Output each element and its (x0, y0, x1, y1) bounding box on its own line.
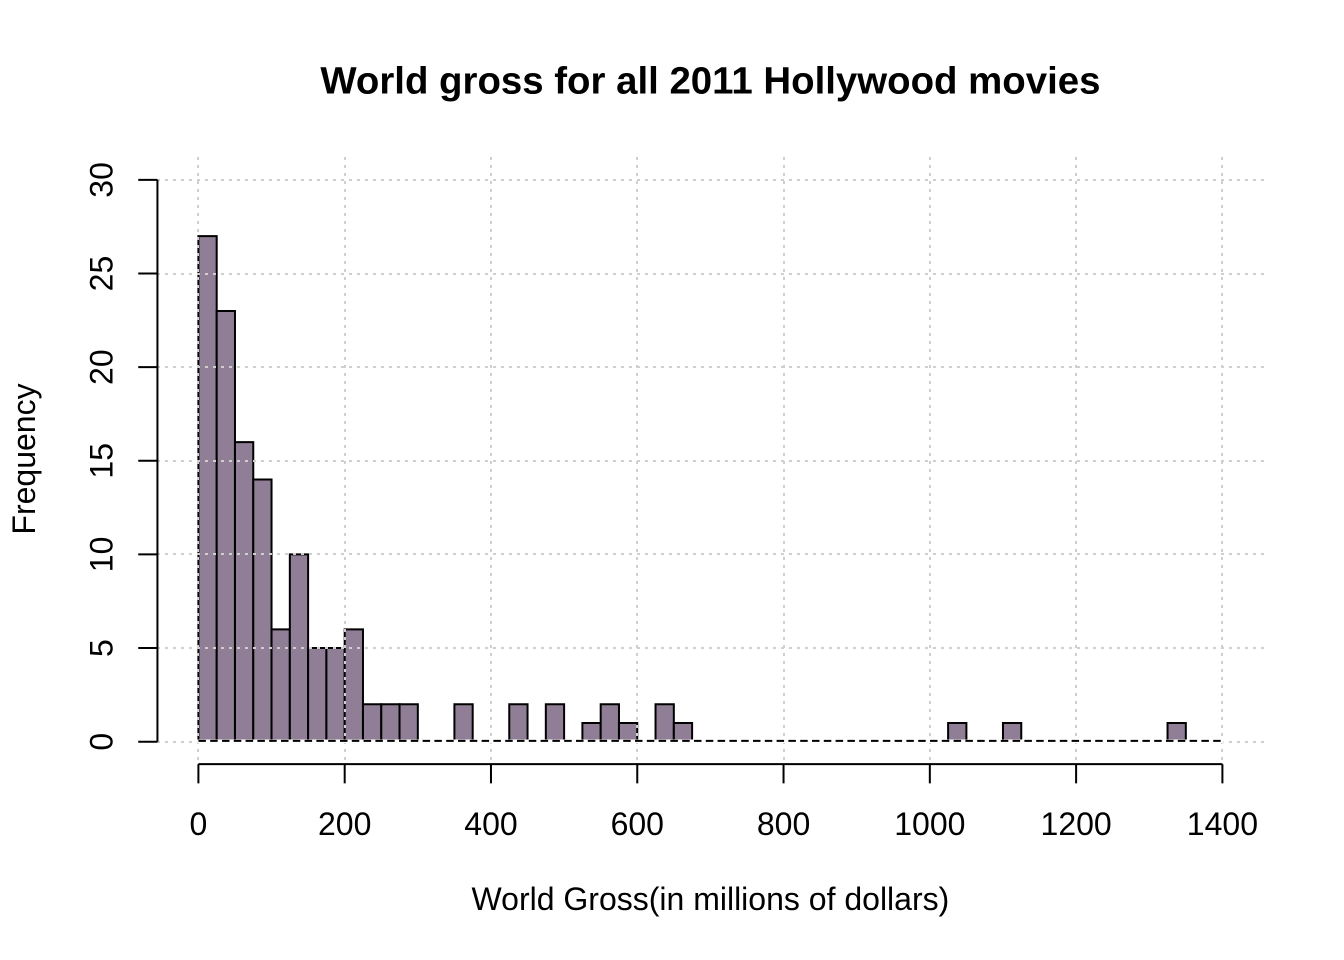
svg-text:800: 800 (757, 806, 810, 842)
svg-text:600: 600 (611, 806, 664, 842)
svg-text:30: 30 (84, 162, 120, 198)
svg-text:World gross for all 2011 Holly: World gross for all 2011 Hollywood movie… (320, 59, 1100, 102)
svg-text:1400: 1400 (1187, 806, 1258, 842)
svg-text:10: 10 (84, 537, 120, 573)
svg-text:400: 400 (464, 806, 517, 842)
svg-text:25: 25 (84, 256, 120, 292)
svg-text:200: 200 (318, 806, 371, 842)
svg-text:Frequency: Frequency (6, 383, 42, 534)
svg-text:20: 20 (84, 349, 120, 385)
svg-text:15: 15 (84, 443, 120, 479)
svg-text:1000: 1000 (894, 806, 965, 842)
svg-text:World Gross(in millions of dol: World Gross(in millions of dollars) (472, 881, 950, 917)
svg-text:1200: 1200 (1041, 806, 1112, 842)
svg-text:5: 5 (84, 639, 120, 657)
svg-text:0: 0 (84, 733, 120, 751)
svg-text:0: 0 (190, 806, 208, 842)
